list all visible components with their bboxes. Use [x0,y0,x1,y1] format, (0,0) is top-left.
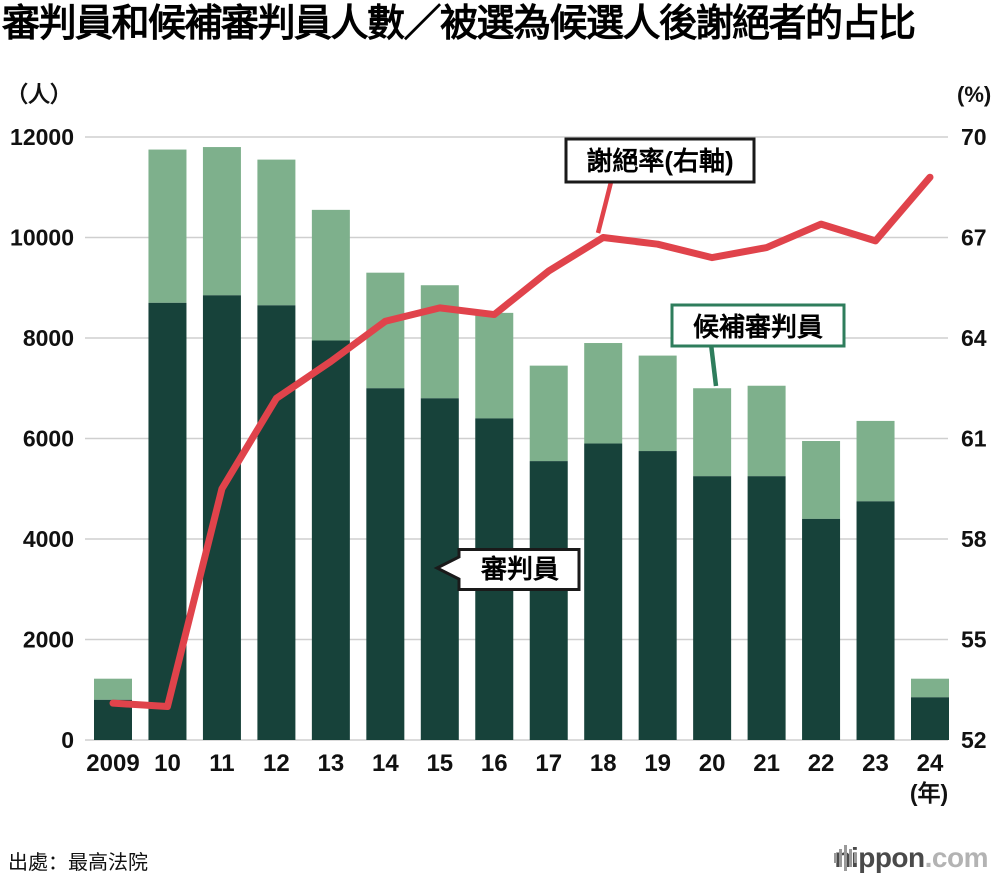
right-axis-tick: 55 [961,627,987,653]
supplementary-judge-label-box [670,303,846,348]
x-axis-label: 13 [318,750,345,777]
bar-lay-judge [584,443,623,740]
x-axis-label: 11 [209,750,234,777]
supplementary-judge-pointer [708,343,719,387]
source-note: 出處：最高法院 [8,852,148,874]
bar-supplementary-judge [420,285,459,399]
bar-supplementary-judge [693,388,732,477]
bar-supplementary-judge [529,365,568,462]
right-axis-tick: 64 [961,325,987,351]
bar-lay-judge [693,476,732,740]
bar-supplementary-judge [475,312,514,419]
bar-supplementary-judge [856,420,895,502]
decline-rate-line-series [109,173,934,710]
bar-lay-judge [311,340,350,740]
bar-supplementary-judge [638,355,677,452]
decline-rate-label: 謝絕率(右軸) [586,146,733,176]
bar-lay-judge [802,518,841,740]
bar-lay-judge [257,305,296,740]
right-axis-tick: 58 [961,526,987,552]
axis-tick-labels: 0 2000 4000 6000 8000 10000 12000 52 55 58 61 64 67 7… [10,124,987,753]
left-axis-tick: 6000 [23,426,74,452]
left-axis-tick: 10000 [10,225,74,251]
bar-supplementary-judge [257,159,296,306]
x-axis-label: 2009 [86,750,139,777]
nippon-logo: nippon.com [834,842,989,874]
bar-supplementary-judge [911,678,949,698]
decline-rate-line [109,173,934,710]
bar-supplementary-judge [802,441,841,519]
x-axis-label: 14 [372,750,399,777]
nippon-logo-icon [834,845,858,871]
bar-supplementary-judge [94,678,132,700]
bar-supplementary-judge [311,209,350,341]
bar-lay-judge [856,501,895,740]
bar-lay-judge [366,388,405,740]
left-axis-unit: （人） [6,82,72,107]
right-axis-tick: 70 [961,124,987,150]
x-axis-label: 17 [535,750,562,777]
bar-supplementary-judge [747,385,786,477]
chart-title: 審判員和候補審判員人數／被選為候選人後謝絕者的占比 [2,3,916,45]
left-axis-tick: 0 [61,727,74,753]
decline-rate-label-box [564,137,756,184]
bar-series [94,147,949,740]
left-axis-tick: 2000 [23,627,74,653]
x-axis-label: 21 [753,750,780,777]
bar-lay-judge [202,295,241,740]
x-axis-label: 18 [590,750,617,777]
lay-judge-label-box [433,548,581,591]
right-axis-unit: (%) [957,82,991,107]
callout-lay-judge: 審判員 [433,548,581,591]
x-axis-label: 15 [426,750,453,777]
decline-rate-pointer [595,177,615,234]
right-axis-tick: 61 [961,426,987,452]
right-axis-tick: 52 [961,727,987,753]
bar-lay-judge [911,697,949,740]
x-axis-label: 20 [699,750,726,777]
bar-lay-judge [148,302,187,740]
x-axis-label: 24 [917,750,944,777]
left-axis-tick: 12000 [10,124,74,150]
x-axis-label: 19 [644,750,671,777]
lay-judge-label: 審判員 [480,554,559,584]
bar-lay-judge [529,461,568,740]
callout-decline-rate: 謝絕率(右軸) [564,137,756,234]
logo-tld: .com [924,842,989,873]
left-axis-tick: 8000 [23,325,74,351]
supplementary-judge-label: 候補審判員 [693,312,823,342]
x-axis-label: 23 [862,750,889,777]
x-axis-label: 12 [263,750,290,777]
left-axis-tick: 4000 [23,526,74,552]
x-axis-label: 16 [481,750,508,777]
bar-supplementary-judge [584,343,623,444]
x-axis-unit: (年) [910,780,948,806]
bar-lay-judge [638,451,677,740]
x-axis-labels: 2009 10 11 12 13 14 15 16 17 18 19 20 21 22 23 24 (年) [86,750,948,806]
x-axis-label: 22 [808,750,835,777]
bar-supplementary-judge [148,149,187,303]
bar-supplementary-judge [202,147,241,296]
right-axis-tick: 67 [961,225,987,251]
x-axis-label: 10 [154,750,181,777]
callout-supplementary-judge: 候補審判員 [670,303,846,387]
bar-lay-judge [747,476,786,740]
